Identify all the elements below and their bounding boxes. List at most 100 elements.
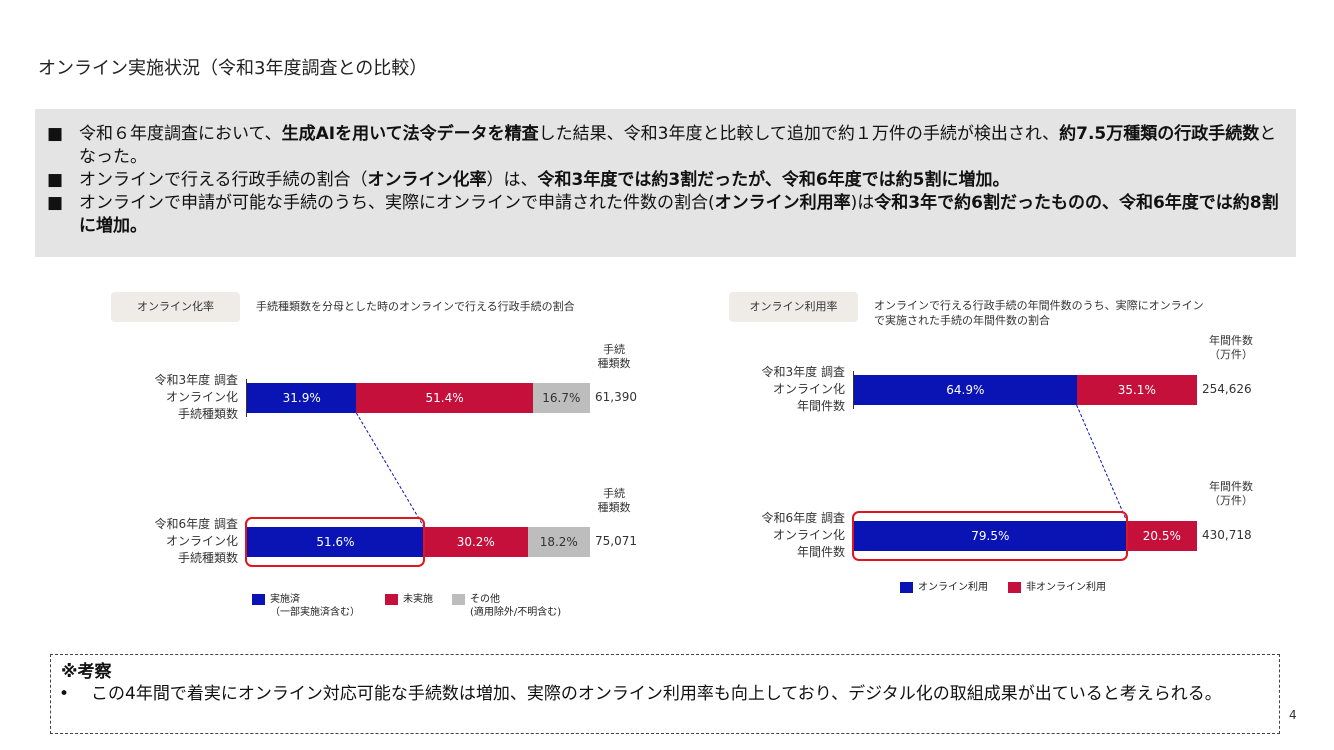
total-column-label: 手続 種類数 [588,487,640,515]
row-label-line: オンライン化 [772,528,845,542]
page-number: 4 [1289,708,1297,722]
bar-segment: 18.2% [527,527,590,557]
summary-bullet-2: ■ オンラインで行える行政手続の割合（オンライン化率）は、令和3年度では約3割だっ… [47,169,1286,192]
row-label-line: 令和6年度 調査 [154,517,238,531]
bar-segment: 31.9% [247,383,357,413]
bar-data-label: 64.9% [946,383,985,397]
bar-segment: 64.9% [854,375,1077,405]
total-column-label: 年間件数 （万件） [1195,334,1267,362]
bar-segment: 79.5% [854,521,1127,551]
total-column-label-line: 種類数 [597,501,631,514]
axis-line [853,371,854,409]
page-title: オンライン実施状況（令和3年度調査との比較） [38,58,428,79]
legend-entry-line: (適用除外/不明含む) [470,607,562,618]
online-usage-description: オンラインで行える行政手続の年間件数のうち、実際にオンライン で実施された手続の… [874,298,1204,328]
legend-swatch [900,582,913,593]
bar-data-label: 30.2% [456,535,495,549]
legend-entry: 実施済 （一部実施済含む） [270,593,360,619]
summary-fragment: となった。 [79,124,1277,167]
emphasis-text: オンライン利用率 [714,193,851,213]
row-label-line: オンライン化 [772,382,845,396]
total-column-label: 手続 種類数 [588,343,640,371]
total-value: 61,390 [595,390,637,404]
highlight-box [852,511,1128,561]
bar-segment: 20.5% [1126,521,1197,551]
bar-data-label: 16.7% [542,391,581,405]
legend-entry-line: 未実施 [403,594,433,605]
total-column-label: 年間件数 （万件） [1195,480,1267,508]
legend-swatch [252,594,265,605]
emphasis-text: 令和3年度では約3割だったが、令和6年度では約5割に増加。 [537,170,1010,190]
summary-fragment: )は [850,193,875,213]
summary-fragment: ）は、 [486,170,538,190]
total-column-label-line: 年間件数 [1209,480,1253,493]
consideration-heading: ※考察 [61,662,112,682]
row-label-line: 年間件数 [796,545,845,559]
bar-segment: 16.7% [532,383,590,413]
bar-segment: 35.1% [1076,375,1197,405]
bar-data-label: 35.1% [1117,383,1156,397]
summary-text-2: オンラインで行える行政手続の割合（オンライン化率）は、令和3年度では約3割だった… [47,169,1286,192]
bar-data-label: 51.6% [316,535,355,549]
legend-swatch [385,594,398,605]
consideration-text: この4年間で着実にオンライン対応可能な手続数は増加、実際のオンライン利用率も向上… [91,684,1222,704]
row-label-1: 令和3年度 調査オンライン化年間件数 [733,364,845,415]
legend-entry-line: オンライン利用 [918,582,988,593]
emphasis-text: 約7.5万種類の行政手続数 [1059,124,1260,144]
online-usage-tag: オンライン利用率 [729,292,858,322]
row-label-line: 手続種類数 [177,551,238,565]
legend-entry-line: その他 [470,594,500,605]
row-label-line: 令和3年度 調査 [154,373,238,387]
row-label-2: 令和6年度 調査オンライン化年間件数 [733,510,845,561]
legend-entry-line: （一部実施済含む） [270,607,360,618]
total-column-label-line: 年間件数 [1209,334,1253,347]
bar-segment: 51.6% [247,527,424,557]
online-usage-description-line-1: オンラインで行える行政手続の年間件数のうち、実際にオンライン [874,299,1204,312]
online-rate-description: 手続種類数を分母とした時のオンラインで行える行政手続の割合 [256,300,575,313]
summary-text-1: 令和６年度調査において、生成AIを用いて法令データを精査した結果、令和3年度と比… [47,123,1286,169]
consideration-box: ※考察 • この4年間で着実にオンライン対応可能な手続数は増加、実際のオンライン… [50,654,1280,734]
row-label-line: オンライン化 [165,390,238,404]
row-label-line: 令和6年度 調査 [761,511,845,525]
bar-data-label: 31.9% [282,391,321,405]
bar-segment: 51.4% [356,383,533,413]
legend-entry: 未実施 [403,593,433,606]
summary-text-3: オンラインで申請が可能な手続のうち、実際にオンラインで申請された件数の割合(オン… [47,192,1286,238]
total-column-label-line: 手続 [603,487,625,500]
legend-swatch [1008,582,1021,593]
bar-data-label: 51.4% [425,391,464,405]
summary-fragment: オンラインで申請が可能な手続のうち、実際にオンラインで申請された件数の割合( [79,193,715,213]
summary-bullet-3: ■ オンラインで申請が可能な手続のうち、実際にオンラインで申請された件数の割合(オ… [47,192,1286,238]
summary-bullet-1: ■ 令和６年度調査において、生成AIを用いて法令データを精査した結果、令和3年度と… [47,123,1286,169]
online-usage-description-line-2: で実施された手続の年間件数の割合 [874,314,1050,327]
emphasis-text: 令和3年で約6割だったものの、令和6年度では約8割に増加。 [79,193,1279,236]
connector-line [1076,404,1128,522]
connector-line [355,412,425,528]
bullet-dot: • [59,684,70,704]
total-column-label-line: （万件） [1209,348,1253,361]
legend-entry: その他 (適用除外/不明含む) [470,593,561,619]
total-value: 75,071 [595,534,637,548]
total-column-label-line: 手続 [603,343,625,356]
emphasis-text: 生成AIを用いて法令データを精査 [281,124,539,144]
axis-line [246,379,247,417]
bar-data-label: 79.5% [971,529,1010,543]
legend-entry: オンライン利用 [918,581,988,594]
bullet-square-icon: ■ [47,124,64,144]
bar-segment: 30.2% [423,527,528,557]
row-label-2: 令和6年度 調査 オンライン化 手続種類数 [126,516,238,567]
bullet-square-icon: ■ [47,170,64,190]
legend-entry-line: 実施済 [270,594,300,605]
legend-entry: 非オンライン利用 [1026,581,1106,594]
online-rate-tag: オンライン化率 [111,292,240,322]
bar-data-label: 20.5% [1142,529,1181,543]
row-label-line: 令和3年度 調査 [761,365,845,379]
legend-entry-line: 非オンライン利用 [1026,582,1106,593]
row-label-line: 年間件数 [796,399,845,413]
highlight-box [245,517,425,567]
bullet-square-icon: ■ [47,193,64,213]
total-column-label-line: （万件） [1209,494,1253,507]
total-column-label-line: 種類数 [597,357,631,370]
summary-box: ■ 令和６年度調査において、生成AIを用いて法令データを精査した結果、令和3年度と… [35,109,1296,257]
